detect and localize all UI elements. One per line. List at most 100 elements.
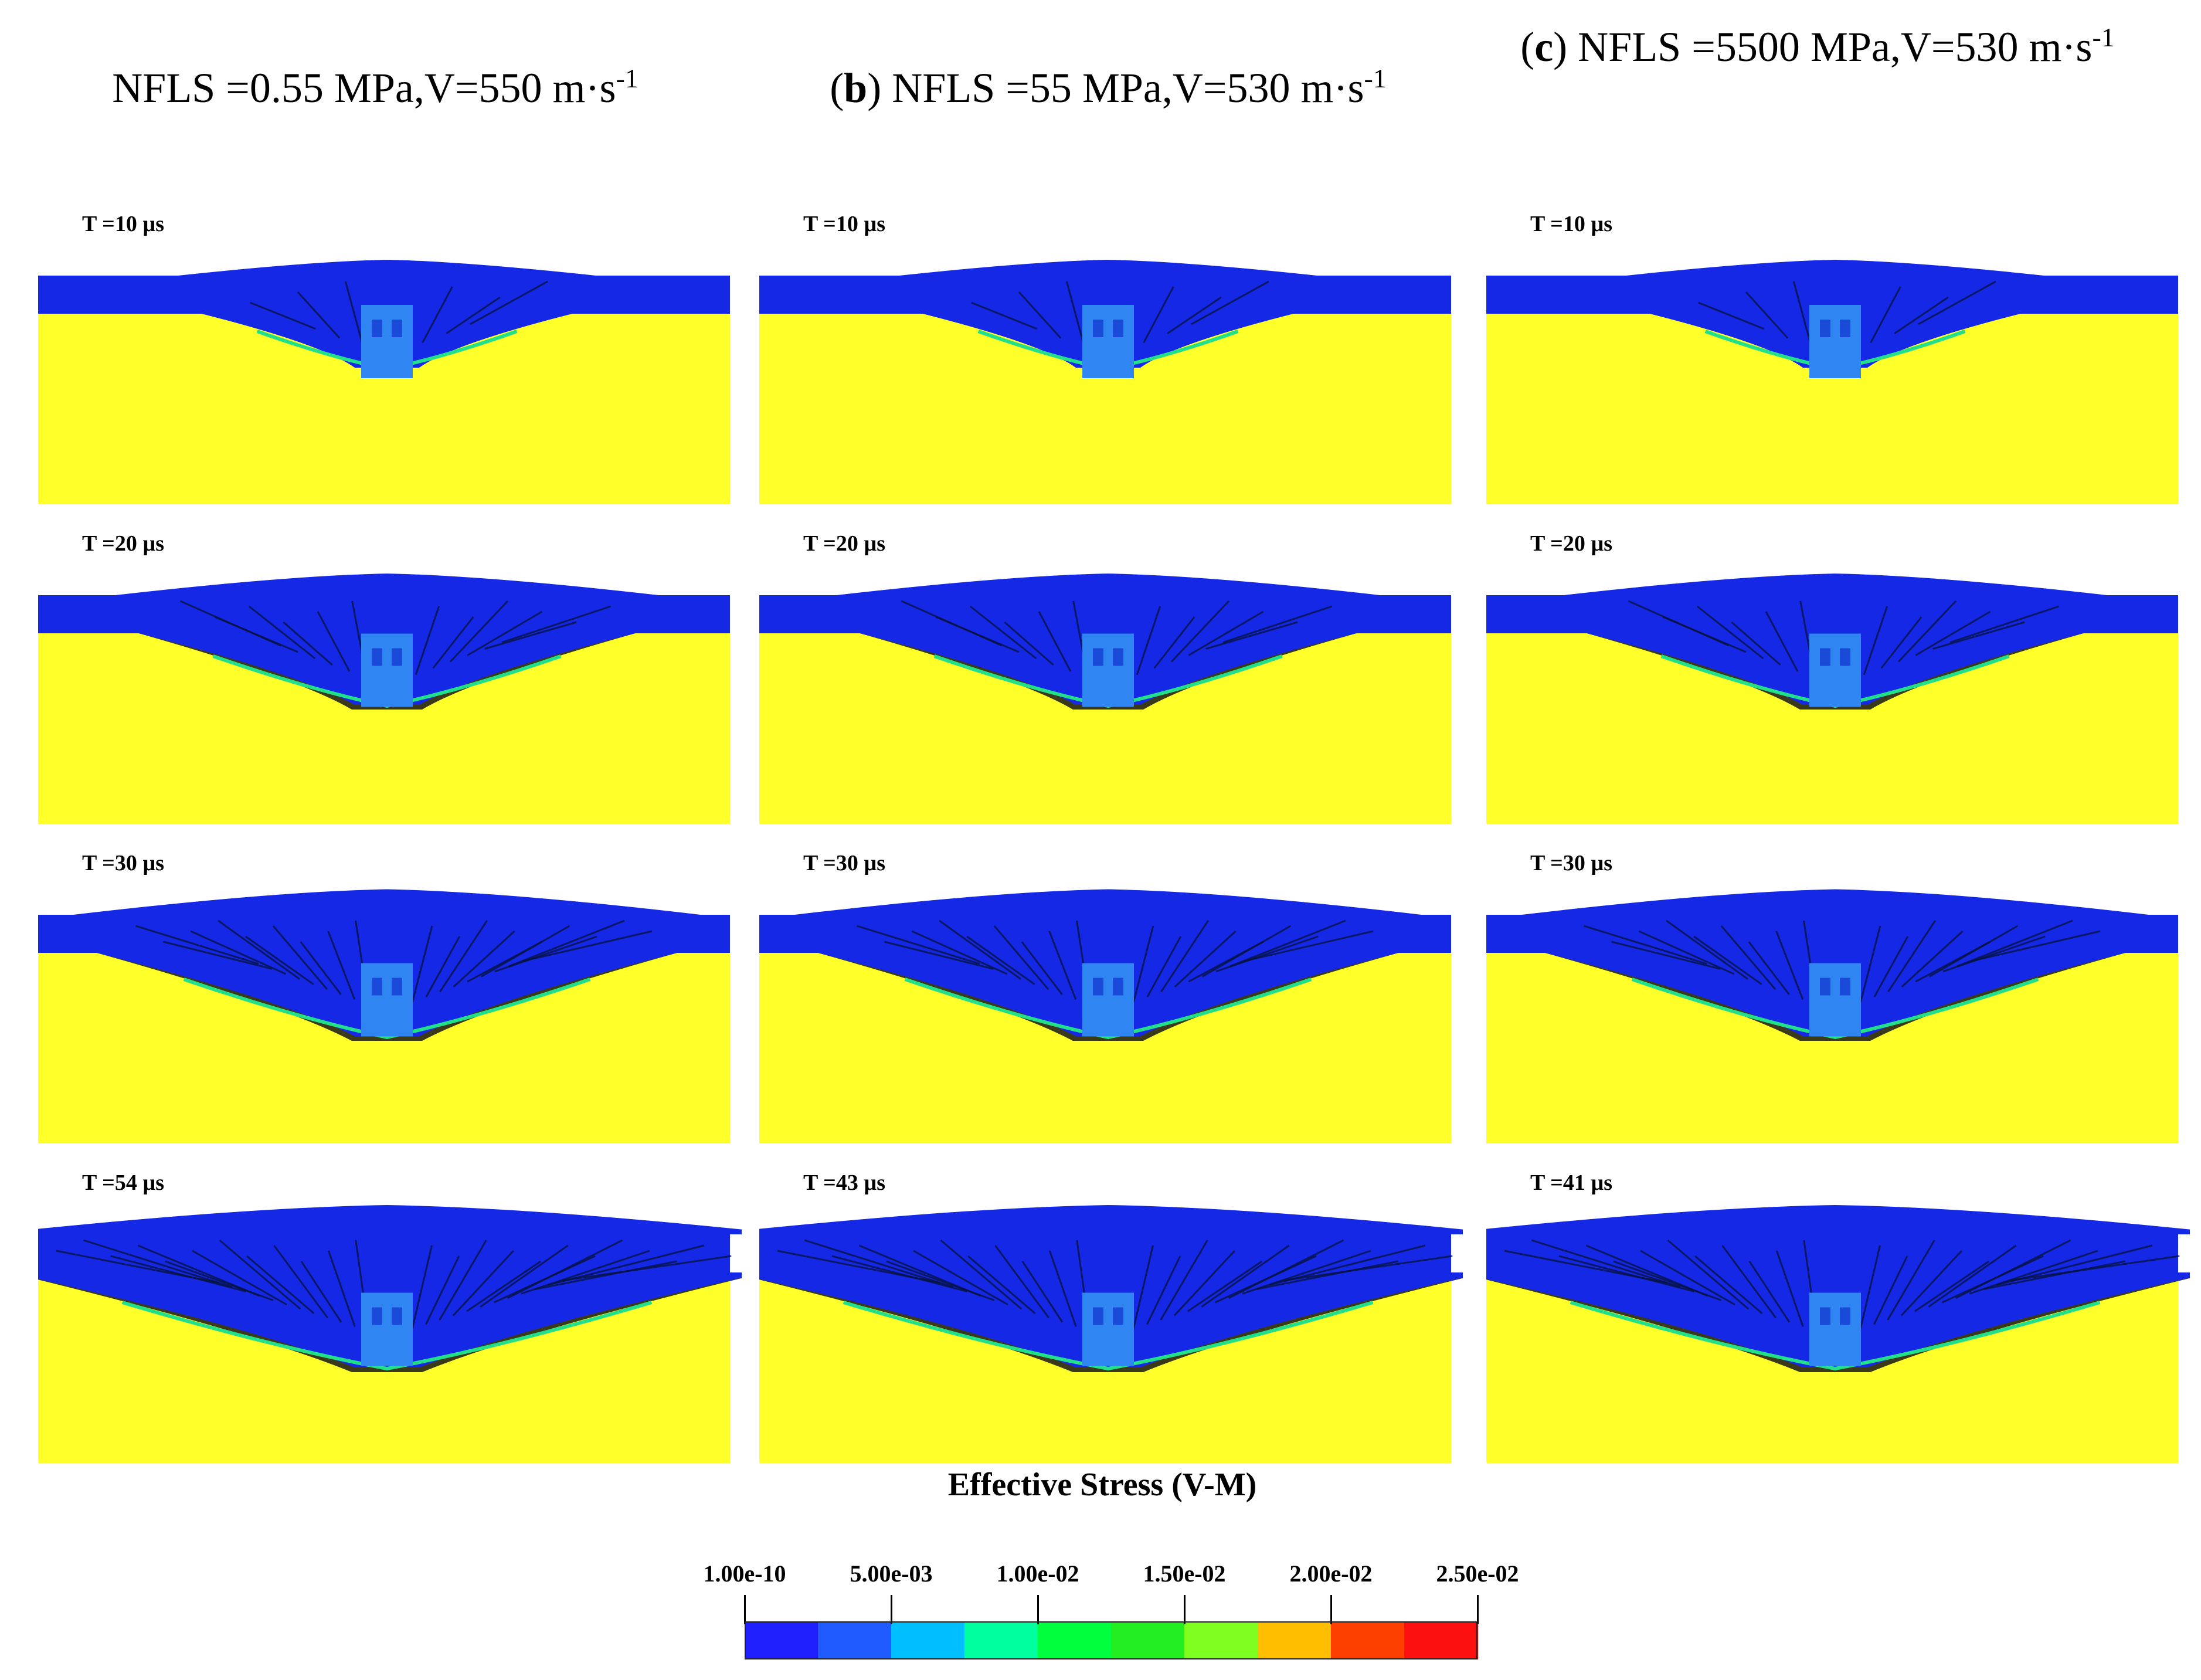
- crack-line: [1640, 1250, 1735, 1306]
- crack-line: [1970, 930, 2101, 962]
- crack-line: [1928, 1244, 2017, 1308]
- projectile: [361, 963, 413, 1037]
- crack-line: [1585, 1244, 1709, 1297]
- impact-simulation: [38, 1204, 742, 1463]
- legend-tick-mark: [1184, 1595, 1186, 1624]
- legend-swatch: [1404, 1621, 1478, 1659]
- crack-line: [1004, 621, 1054, 666]
- panel-col2-row2: T =20 µs: [759, 531, 1463, 824]
- crack-line: [1900, 1250, 1962, 1316]
- legend-swatch: [1184, 1621, 1258, 1659]
- panel-col1-row2: T =20 µs: [38, 531, 742, 824]
- crack-line: [1228, 1239, 1344, 1299]
- projectile-core: [1840, 978, 1850, 996]
- crack-line: [411, 925, 433, 1003]
- legend-tick-mark: [744, 1595, 746, 1624]
- crack-line: [327, 931, 356, 1000]
- legend-tick-label: 1.00e-10: [703, 1560, 786, 1587]
- crack-line: [1915, 610, 1991, 656]
- legend-tick-label: 2.50e-02: [1436, 1560, 1519, 1587]
- crack-line: [971, 301, 1037, 330]
- crack-line: [1698, 301, 1764, 330]
- crack-line: [272, 925, 328, 990]
- crack-line: [137, 1244, 260, 1297]
- panel-col2-row4: T =43 µs: [759, 1170, 1463, 1463]
- stress-front: [843, 1301, 1374, 1371]
- crack-line: [452, 1250, 514, 1316]
- crack-line: [453, 930, 515, 987]
- crack-line: [901, 600, 1003, 647]
- crack-line: [1982, 1260, 2125, 1291]
- crack-line: [1584, 925, 1707, 965]
- column-title-a: NFLS =0.55 MPa,V=550 m·s-1: [23, 47, 727, 129]
- crack-line: [1666, 919, 1748, 980]
- crack-line: [1638, 930, 1735, 975]
- legend-tick-label: 1.50e-02: [1143, 1560, 1226, 1587]
- crack-line: [1894, 296, 1949, 334]
- impact-simulation: [38, 573, 730, 824]
- crack-line: [1048, 1250, 1077, 1327]
- legend-swatch: [745, 1621, 818, 1659]
- crack-line: [2010, 1255, 2180, 1282]
- crack-line: [1720, 925, 1777, 990]
- crack-line: [1160, 1240, 1208, 1321]
- legend-swatch: [1258, 1621, 1332, 1659]
- crack-line: [1018, 291, 1062, 339]
- crack-line: [508, 919, 625, 968]
- crack-line: [1205, 621, 1298, 650]
- projectile-core: [1113, 648, 1123, 666]
- crack-line: [163, 941, 273, 970]
- crack-line: [1611, 941, 1721, 970]
- crack-line: [1170, 600, 1229, 663]
- impact-simulation: [1486, 573, 2178, 824]
- time-label: T =30 µs: [82, 851, 164, 875]
- panel-col2-row1: T =10 µs: [759, 211, 1463, 504]
- crack-line: [1222, 605, 1333, 643]
- column-title-b: (b) NFLS =55 MPa,V=530 m·s-1: [756, 47, 1460, 129]
- crack-line: [1932, 621, 2025, 650]
- column-title-c-open: (: [1520, 23, 1535, 70]
- plate-layer: [1486, 1204, 2190, 1367]
- projectile-core: [392, 1307, 402, 1325]
- projectile-core: [1093, 1307, 1103, 1325]
- crack-line: [411, 1245, 433, 1329]
- crack-line: [1191, 280, 1269, 325]
- crack-line: [1880, 616, 1923, 669]
- impact-simulation: [759, 1204, 1463, 1463]
- projectile: [1809, 963, 1861, 1037]
- crack-line: [1775, 1250, 1804, 1327]
- crack-line: [218, 919, 300, 980]
- stress-front: [1570, 1301, 2101, 1371]
- panel-col1-row4: T =54 µs: [38, 1170, 742, 1463]
- crack-line: [1949, 605, 2060, 643]
- time-label: T =10 µs: [82, 212, 164, 236]
- crack-line: [480, 1244, 569, 1308]
- crack-line: [1255, 1260, 1398, 1291]
- projectile-core: [1840, 648, 1850, 666]
- crack-line: [317, 611, 351, 672]
- crack-line: [250, 301, 316, 330]
- crack-line: [1243, 930, 1374, 962]
- crack-line: [245, 935, 314, 985]
- crack-line: [1188, 610, 1264, 656]
- crack-line: [969, 605, 1037, 660]
- legend-swatch: [964, 1621, 1038, 1659]
- projectile-core: [1113, 320, 1123, 337]
- time-label: T =30 µs: [803, 851, 885, 875]
- crack-line: [467, 610, 543, 656]
- projectile-core: [372, 1307, 382, 1325]
- crack-line: [190, 930, 287, 975]
- crack-line: [1153, 616, 1195, 669]
- crack-line: [1667, 1239, 1750, 1310]
- crack-line: [1160, 920, 1209, 993]
- crack-line: [1187, 1260, 1263, 1312]
- projectile-core: [1113, 978, 1123, 996]
- projectile-core: [1820, 978, 1830, 996]
- column-title-b-open: (: [830, 65, 844, 111]
- impact-simulation: [1486, 889, 2178, 1143]
- crack-line: [777, 1250, 940, 1284]
- projectile-core: [1113, 1307, 1123, 1325]
- projectile: [1082, 963, 1134, 1037]
- crack-line: [1531, 1239, 1681, 1288]
- plate-layer: [38, 1204, 742, 1367]
